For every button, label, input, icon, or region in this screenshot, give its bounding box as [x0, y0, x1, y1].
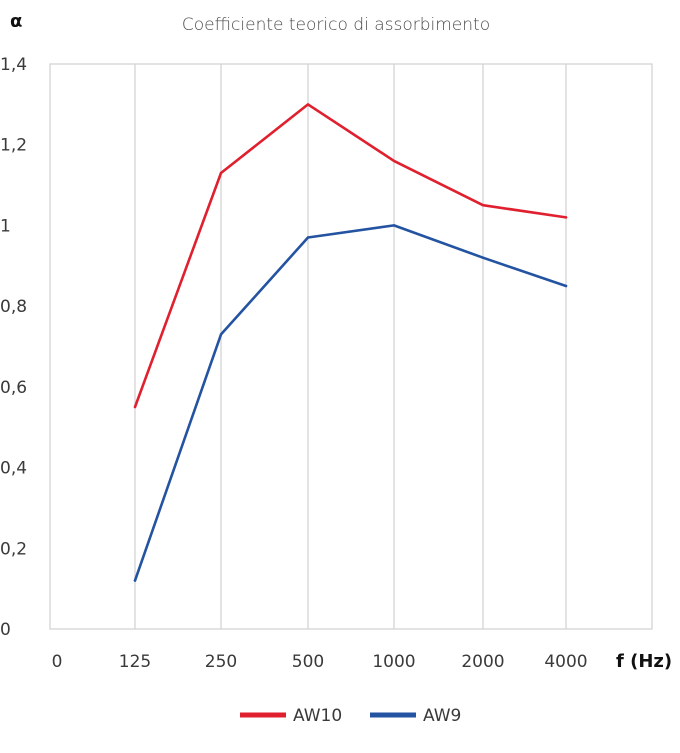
data-point-aw10 — [392, 159, 396, 163]
x-tick-label: 0 — [52, 652, 63, 672]
x-tick-label: 1000 — [372, 652, 415, 672]
y-tick-label: 0,8 — [0, 297, 27, 317]
legend-label: AW10 — [293, 706, 342, 726]
legend-item-aw9: AW9 — [370, 706, 461, 726]
data-point-aw9 — [564, 284, 568, 288]
legend: AW10 AW9 — [240, 706, 461, 726]
y-tick-label: 0,4 — [0, 459, 27, 479]
data-point-aw9 — [133, 579, 137, 582]
x-axis-label: f (Hz) — [616, 651, 672, 672]
y-tick-label: 1 — [0, 216, 11, 236]
y-tick-label: 0 — [0, 620, 11, 640]
data-point-aw9 — [219, 333, 223, 336]
x-tick-label: 250 — [205, 652, 237, 672]
series-line-aw9 — [133, 224, 568, 582]
x-axis-ticks: 0 125 250 500 1000 2000 4000 — [52, 652, 588, 672]
x-tick-label: 4000 — [544, 652, 587, 672]
legend-item-aw10: AW10 — [240, 706, 342, 726]
plot-area — [49, 63, 653, 630]
data-point-aw10 — [133, 405, 137, 409]
y-axis-ticks: 0 0,2 0,4 0,6 0,8 1 1,2 1,4 — [0, 55, 27, 640]
data-point-aw10 — [219, 171, 223, 175]
vertical-gridlines — [134, 64, 567, 629]
y-tick-label: 1,2 — [0, 136, 27, 156]
series-lines — [133, 103, 568, 582]
data-point-aw10 — [306, 103, 310, 106]
legend-label: AW9 — [423, 706, 461, 726]
chart-title: Coefficiente teorico di assorbimento — [182, 15, 490, 35]
data-point-aw10 — [564, 216, 568, 219]
y-tick-label: 1,4 — [0, 55, 27, 75]
series-line-aw10 — [133, 103, 568, 409]
x-tick-label: 500 — [292, 652, 324, 672]
y-axis-label: α — [10, 11, 22, 32]
data-point-aw9 — [392, 224, 396, 227]
plot-frame — [49, 63, 653, 630]
y-tick-label: 0,6 — [0, 378, 27, 398]
x-tick-label: 2000 — [461, 652, 504, 672]
y-tick-label: 0,2 — [0, 539, 27, 559]
data-point-aw9 — [306, 236, 310, 239]
data-point-aw10 — [481, 204, 485, 207]
x-tick-label: 125 — [119, 652, 151, 672]
data-point-aw9 — [481, 256, 485, 259]
